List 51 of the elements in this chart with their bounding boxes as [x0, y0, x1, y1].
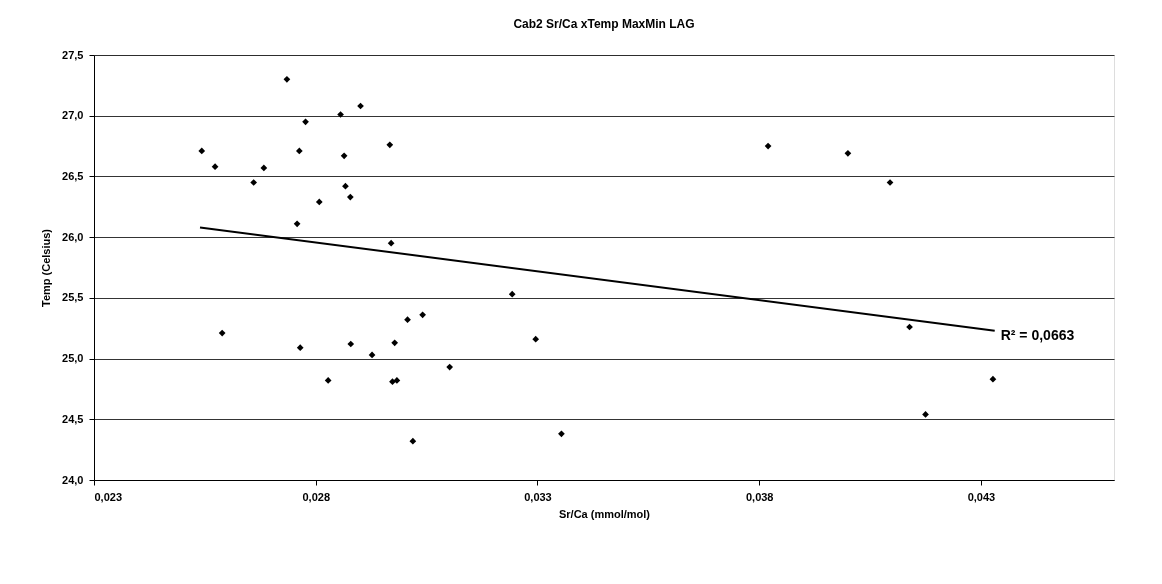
y-axis-title: Temp (Celsius) — [40, 228, 53, 308]
y-tick-label: 25,0 — [62, 352, 84, 365]
x-tick-label: 0,023 — [94, 490, 123, 503]
point — [419, 311, 426, 319]
point — [340, 152, 348, 160]
y-tick-label: 27,0 — [62, 109, 84, 122]
y-tick-label: 24,0 — [62, 473, 84, 486]
point — [218, 329, 226, 337]
point — [296, 344, 304, 351]
point — [558, 430, 565, 438]
point — [293, 220, 301, 228]
chart-title: Cab2 Sr/Ca xTemp MaxMin LAG — [513, 17, 695, 31]
point — [347, 340, 355, 348]
point — [446, 363, 454, 371]
point — [508, 290, 516, 298]
x-tick-label: 0,038 — [745, 490, 774, 503]
point — [250, 179, 258, 186]
point — [409, 437, 417, 445]
point — [844, 150, 852, 157]
point — [387, 239, 395, 247]
point — [198, 147, 206, 155]
x-tick-label: 0,028 — [302, 490, 330, 503]
y-tick-label: 25,5 — [62, 291, 84, 304]
x-tick-label: 0,043 — [967, 490, 996, 503]
point — [386, 141, 394, 149]
point — [337, 111, 344, 118]
point — [260, 164, 268, 172]
point — [391, 339, 399, 347]
point — [922, 411, 929, 418]
annotation: R² = 0,0663 — [1000, 326, 1075, 343]
y-tick-label: 24,5 — [62, 412, 84, 425]
point — [211, 163, 219, 171]
point — [295, 147, 303, 155]
y-tick-label: 26,0 — [62, 230, 84, 243]
point — [324, 377, 332, 384]
point — [989, 375, 997, 383]
point — [368, 351, 376, 359]
point — [393, 377, 401, 384]
y-tick-label: 27,5 — [62, 48, 84, 61]
point — [404, 316, 411, 324]
point — [389, 378, 396, 385]
point — [315, 198, 323, 206]
point — [342, 182, 349, 190]
y-tick-label: 26,5 — [62, 169, 84, 182]
point — [346, 193, 354, 201]
x-tick-label: 0,033 — [524, 490, 552, 503]
point — [532, 335, 540, 343]
point — [302, 118, 309, 126]
point — [764, 142, 772, 150]
point — [283, 75, 291, 83]
x-axis-title: Sr/Ca (mmol/mol) — [558, 507, 651, 520]
